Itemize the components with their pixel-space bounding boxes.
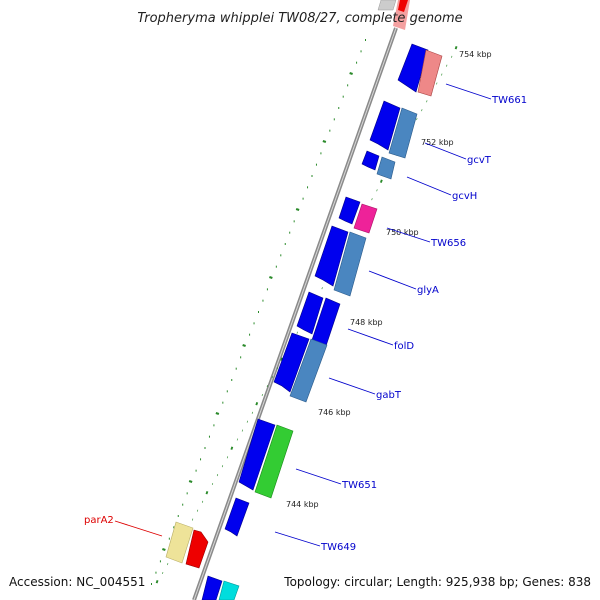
ruler-dot [349,71,353,76]
gene-leader-lines [114,83,492,547]
gene-label-gcvT: gcvT [467,155,492,166]
kbp-label-754: 754 kbp [459,50,492,59]
gene-arrow-blue-750a [338,196,361,225]
gene-arrow-blue-752b [361,150,380,171]
gene-label-TW649: TW649 [320,542,356,553]
gene-arrow-parA2 [165,521,194,564]
leader-gabT [328,377,376,395]
ruler-tick [155,579,159,584]
gene-arrow-TW661 [417,49,443,97]
gene-label-folD: folD [394,341,414,352]
kbp-label-744: 744 kbp [286,500,319,509]
ruler-dot [269,275,273,280]
gene-arrow-glyA [333,231,367,297]
gene-arrow-TW649 [224,497,250,537]
gene-arrow-TW651 [254,424,294,499]
gene-arrow-gabT [289,338,328,403]
leader-glyA [368,270,417,290]
gene-arrow-gcvT [388,107,418,159]
ruler-dot [215,411,220,416]
kbp-label-746: 746 kbp [318,408,351,417]
gene-arrow-red-744 [185,529,209,569]
kbp-labels: 754 kbp 752 kbp 750 kbp 748 kbp 746 kbp … [286,50,492,509]
gene-arrow-blue-752a [369,100,401,151]
gene-arrow-top-gray [377,0,397,11]
gene-labels: TW661 gcvT gcvH TW656 glyA folD gabT TW6… [84,95,527,553]
leader-gcvT [424,142,467,160]
gene-features [165,0,443,600]
ruler-dot [162,547,166,552]
gene-arrow-bottom-blue [201,575,223,600]
gene-label-glyA: glyA [417,285,439,296]
accession-text: Accession: NC_004551 [9,575,145,589]
leader-TW649 [274,531,321,547]
ruler-tick [379,179,383,183]
ruler-tick [255,401,259,406]
kbp-label-750: 750 kbp [386,228,419,237]
ruler-tick [454,45,458,50]
gene-label-parA2: parA2 [84,515,114,526]
gene-arrow-blue-744a [238,418,276,491]
leader-TW661 [445,83,492,100]
gene-arrow-top-red [398,0,408,12]
kbp-label-752: 752 kbp [421,138,454,147]
inner-dotted-ruler [151,39,366,585]
gene-label-gabT: gabT [376,390,402,401]
map-title: Tropheryma whipplei TW08/27, complete ge… [137,11,462,26]
gene-arrow-gcvH [376,156,396,180]
kbp-label-748: 748 kbp [350,318,383,327]
ruler-dot [295,207,300,212]
gene-arrow-top-pink [393,0,410,30]
leader-gcvH [406,176,452,196]
gene-arrow-blue-748a [296,291,324,335]
gene-arrow-blue-754a [397,43,429,93]
gene-arrow-blue-750b [314,225,349,287]
ruler-dot [188,479,193,484]
leader-TW656 [386,227,431,243]
gene-arrow-blue-748b [273,332,310,393]
ruler-tick [230,446,234,450]
gene-label-TW651: TW651 [341,480,377,491]
gene-arrow-TW656 [353,203,378,234]
genome-summary-text: Topology: circular; Length: 925,938 bp; … [283,575,591,589]
gene-label-TW661: TW661 [491,95,527,106]
ruler-dot [242,343,246,348]
gene-arrow-bottom-cyan [218,580,240,600]
gene-label-TW656: TW656 [430,238,466,249]
ruler-dot [322,139,327,144]
leader-parA2 [114,520,163,537]
leader-TW651 [295,468,342,485]
gene-label-gcvH: gcvH [452,191,477,202]
leader-folD [347,328,394,346]
ruler-tick [205,490,209,495]
